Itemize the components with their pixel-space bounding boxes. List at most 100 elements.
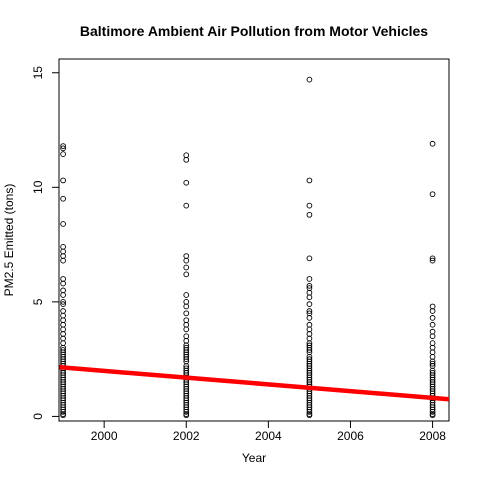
data-point	[183, 333, 190, 340]
x-axis: 2000 2002 2004 2006 2008	[91, 420, 446, 443]
data-point	[306, 321, 313, 328]
data-point	[306, 315, 313, 321]
data-point	[60, 292, 66, 298]
y-tick-label: 0	[31, 413, 45, 420]
data-point	[183, 412, 190, 419]
data-point	[429, 257, 436, 264]
plot-frame	[58, 58, 450, 422]
x-tick-label: 2000	[91, 429, 118, 443]
data-point	[183, 292, 190, 298]
data-point	[306, 76, 313, 83]
x-tick-label: 2006	[337, 429, 364, 443]
data-point	[306, 408, 313, 415]
data-point	[306, 276, 313, 282]
data-point	[306, 282, 313, 289]
data-point	[183, 326, 190, 333]
data-point	[429, 412, 436, 419]
data-point	[306, 412, 313, 419]
data-point	[306, 331, 313, 337]
data-point	[60, 340, 66, 346]
data-point	[306, 294, 313, 301]
data-point	[306, 255, 313, 262]
data-point	[183, 156, 190, 163]
data-point	[60, 317, 66, 324]
data-point	[306, 211, 313, 218]
data-point	[60, 331, 66, 337]
x-tick-label: 2002	[173, 429, 200, 443]
data-point	[183, 202, 190, 209]
data-point	[60, 221, 66, 227]
data-point	[60, 301, 66, 308]
data-point	[429, 349, 436, 356]
trend-line-layer	[58, 364, 450, 402]
y-tick-label: 15	[31, 66, 45, 80]
x-axis-label: Year	[242, 451, 266, 465]
data-point	[306, 289, 313, 296]
y-tick-label: 10	[31, 180, 45, 194]
chart-title: Baltimore Ambient Air Pollution from Mot…	[80, 23, 428, 39]
data-point	[183, 303, 190, 310]
data-point	[183, 310, 190, 317]
data-point	[60, 151, 66, 157]
points-layer	[60, 76, 436, 419]
data-point	[306, 326, 313, 333]
y-axis: 0 5 10 15	[31, 66, 60, 420]
data-point	[60, 321, 66, 328]
data-point	[429, 303, 436, 310]
data-point	[60, 326, 66, 333]
data-point	[183, 321, 190, 328]
data-point	[306, 177, 313, 184]
data-point	[60, 408, 66, 415]
y-axis-label: PM2.5 Emitted (tons)	[2, 184, 16, 297]
data-point	[183, 264, 190, 271]
data-point	[429, 333, 436, 340]
data-point	[60, 308, 66, 314]
data-point	[183, 179, 190, 186]
data-point	[429, 308, 436, 314]
data-point	[60, 287, 66, 294]
data-point	[183, 271, 190, 278]
data-point	[429, 344, 436, 351]
trend-line	[58, 364, 450, 402]
data-point	[306, 301, 313, 308]
data-point	[429, 360, 436, 367]
data-point	[60, 253, 66, 259]
data-point	[183, 257, 190, 264]
data-point	[183, 356, 190, 362]
data-point	[183, 337, 190, 344]
data-point	[60, 143, 66, 149]
data-point	[306, 202, 313, 209]
data-point	[429, 340, 436, 346]
x-tick-label: 2004	[255, 429, 282, 443]
data-point	[60, 257, 66, 264]
y-tick-label: 5	[31, 298, 45, 305]
data-point	[60, 280, 66, 287]
data-point	[183, 317, 190, 324]
data-point	[60, 177, 66, 184]
data-point	[60, 195, 66, 202]
data-point	[60, 276, 66, 282]
data-point	[60, 412, 66, 419]
data-point	[60, 312, 66, 319]
data-point	[60, 145, 66, 152]
data-point	[306, 308, 313, 314]
data-point	[429, 408, 436, 415]
data-point	[183, 253, 190, 259]
data-point	[60, 244, 66, 250]
data-point	[306, 335, 313, 342]
data-point	[306, 347, 313, 353]
data-point	[429, 140, 436, 147]
data-point	[429, 255, 436, 262]
data-point	[429, 354, 436, 360]
x-tick-label: 2008	[419, 429, 446, 443]
data-point	[183, 299, 190, 305]
data-point	[429, 321, 436, 328]
data-point	[60, 299, 66, 305]
data-point	[429, 191, 436, 198]
data-point	[429, 315, 436, 321]
data-point	[183, 152, 190, 159]
data-point	[60, 248, 66, 255]
data-point	[183, 408, 190, 415]
data-point	[429, 328, 436, 335]
